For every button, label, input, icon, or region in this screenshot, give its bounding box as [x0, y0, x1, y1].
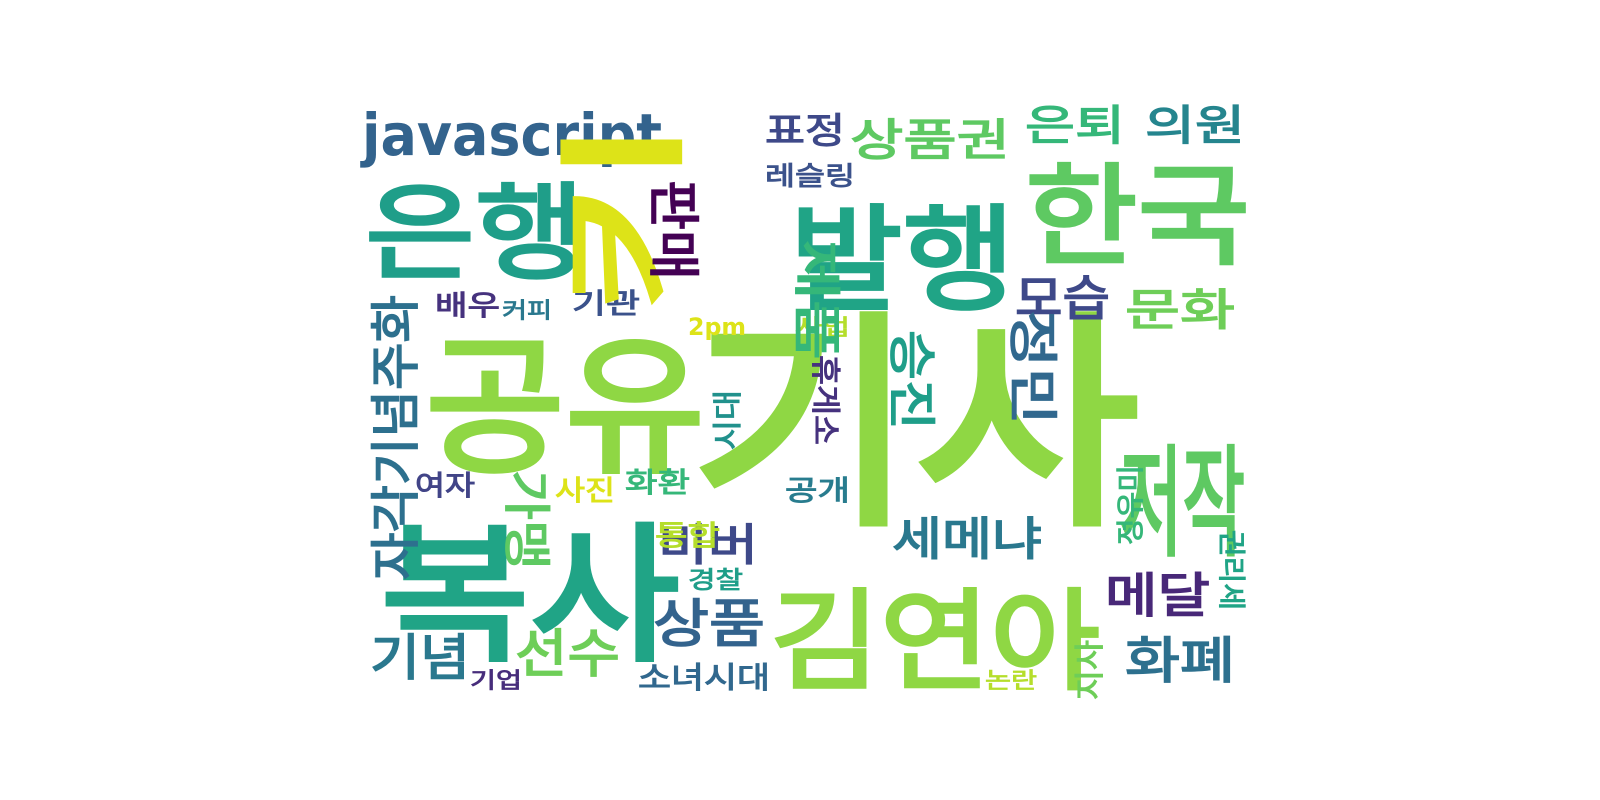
word-gwonrise: 권리세	[1215, 530, 1248, 610]
word-hanguk: 한국	[1025, 153, 1250, 281]
word-jagakginyeomjuhwa: 자각기념주화	[367, 295, 425, 580]
word-keopi: 커피	[502, 299, 552, 324]
word-yeoja: 여자	[415, 469, 475, 502]
word-balhaeng: 발행	[790, 194, 1015, 328]
word-ki: 키	[549, 115, 701, 315]
word-jeongyumi: 정유미	[1114, 465, 1147, 545]
word-kimyeona: 김연아	[770, 578, 1100, 706]
word-eunhaeng: 은행	[365, 173, 585, 295]
word-moseup: 모습	[1015, 271, 1110, 327]
word-gongyu: 공유	[425, 322, 705, 496]
word-2pm: 2pm	[688, 313, 746, 341]
word-sangpum: 상품	[653, 595, 765, 655]
word-uiwon: 의원	[1145, 101, 1245, 150]
word-reseulling: 레슬링	[765, 162, 855, 192]
word-euntoe: 은퇴	[1025, 101, 1125, 150]
word-bibeo: 비버	[658, 520, 758, 571]
word-gigwan: 기관	[572, 287, 640, 320]
word-saeop: 사업	[795, 316, 850, 341]
word-hwapye: 화폐	[1125, 632, 1235, 690]
word-semenya: 세메냐	[892, 512, 1042, 566]
word-gonggae: 공개	[785, 474, 850, 507]
word-tonghap: 통합	[655, 519, 720, 552]
word-sonyeosidae: 소녀시대	[638, 661, 770, 696]
word-pyojeong: 표정	[765, 111, 845, 152]
word-gieop: 기업	[470, 669, 522, 694]
word-jepum: 제품	[788, 240, 844, 360]
word-boksa: 복사	[380, 510, 680, 684]
word-jeongmin: 정민	[1003, 310, 1061, 425]
word-gamaeng: 가맹	[498, 470, 554, 570]
word-gyeongchal: 경찰	[688, 566, 743, 594]
word-jisa: 지사	[1073, 640, 1108, 700]
word-javascript: javascript	[360, 101, 662, 169]
word-sajin: 사진	[555, 474, 615, 507]
word-jeojak: 저작	[1120, 435, 1245, 574]
word-hyugeso: 휴게소	[807, 355, 842, 445]
word-baeu: 배우	[435, 289, 500, 322]
word-medal: 메달	[1105, 568, 1210, 624]
word-hwahwan: 화환	[625, 466, 690, 499]
word-sidae: 시대	[711, 390, 746, 450]
word-gisa: 기사	[690, 293, 1140, 560]
word-panmae: 판매	[642, 180, 702, 280]
word-sangpumgwon: 상품권	[850, 115, 1010, 166]
word-ginyeom: 기념	[370, 629, 470, 687]
word-seungjin: 승진	[883, 330, 939, 430]
word-seonsu: 선수	[515, 625, 620, 685]
word-nonran: 논란	[985, 669, 1037, 694]
word-munhwa: 문화	[1125, 285, 1235, 336]
